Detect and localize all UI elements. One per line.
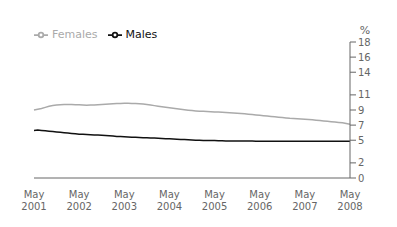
svg-text:May2003: May2003 — [112, 189, 137, 212]
svg-text:7: 7 — [358, 120, 364, 131]
html-text:Females: Females — [52, 28, 98, 41]
svg-text:May2001: May2001 — [21, 189, 46, 212]
svg-text:2: 2 — [358, 157, 364, 168]
svg-text:18: 18 — [358, 37, 371, 48]
svg-text:14: 14 — [358, 67, 371, 78]
svg-text:May2007: May2007 — [292, 189, 317, 212]
svg-text:11: 11 — [358, 89, 371, 100]
svg-text:May2006: May2006 — [247, 189, 272, 212]
svg-text:5: 5 — [358, 135, 364, 146]
svg-text:May2005: May2005 — [202, 189, 227, 212]
svg-text:16: 16 — [358, 52, 371, 63]
svg-text:May2004: May2004 — [157, 189, 182, 212]
svg-text:May2008: May2008 — [337, 189, 362, 212]
svg-text:0: 0 — [358, 173, 364, 184]
html-text:Males: Males — [125, 28, 158, 41]
svg-text:May2002: May2002 — [66, 189, 91, 212]
svg-text:%: % — [360, 24, 370, 37]
svg-text:9: 9 — [358, 105, 364, 116]
